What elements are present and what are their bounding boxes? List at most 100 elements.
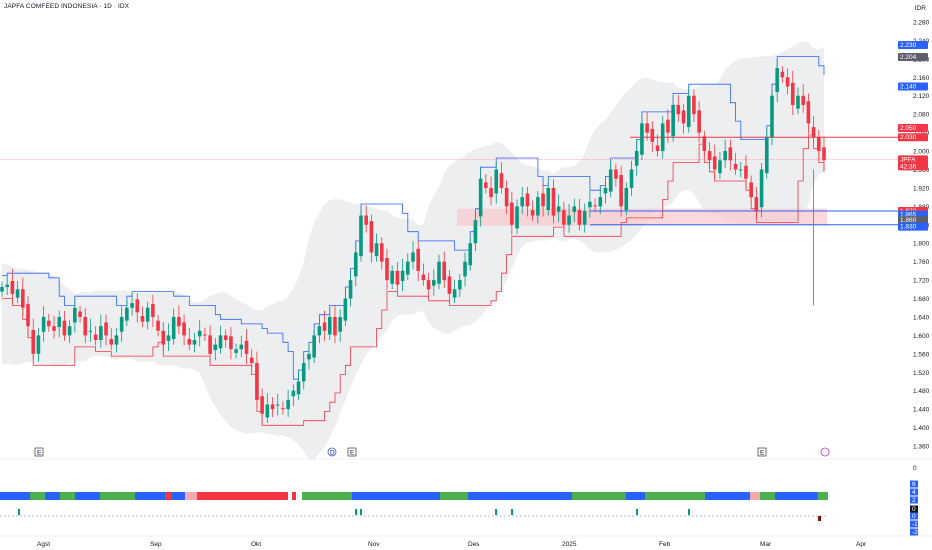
candle-body — [114, 335, 119, 345]
candle-body — [707, 151, 712, 161]
candle-body — [421, 274, 426, 281]
price-badge — [898, 82, 928, 91]
candle-body — [588, 201, 592, 208]
candle-body — [442, 261, 447, 281]
trend-strip-segment — [626, 492, 645, 500]
candle-body — [374, 243, 379, 257]
candle-body — [208, 335, 212, 354]
price-badge-label: 2.030 — [900, 134, 917, 141]
candle-body — [785, 77, 790, 87]
candle-body — [666, 119, 670, 133]
candle-body — [712, 156, 717, 170]
candle-body — [655, 145, 660, 152]
volume-badge — [910, 496, 918, 504]
x-tick-label: Apr — [856, 541, 867, 548]
candle-body — [801, 95, 805, 105]
y-tick-label: 0 — [913, 465, 917, 472]
x-tick-label: Sep — [150, 541, 162, 548]
candle-body — [275, 404, 280, 406]
candle-body — [57, 316, 62, 328]
candle-body — [411, 252, 415, 262]
candle-body — [614, 169, 618, 179]
trend-strip-segment — [197, 492, 288, 500]
y-tick-label: 2.280 — [913, 20, 930, 27]
candle-body — [816, 137, 821, 152]
candle-body — [239, 344, 244, 350]
candle-body — [447, 276, 452, 294]
candle-body — [83, 316, 88, 336]
dividend-bolt-icon — [820, 447, 830, 457]
trend-strip-segment — [760, 492, 775, 500]
x-tick-label: 2025 — [562, 541, 577, 548]
volume-tick-label: 0 — [912, 506, 916, 513]
y-tick-label: 1.800 — [913, 241, 930, 248]
candle-body — [463, 261, 467, 277]
candle-body — [437, 261, 441, 284]
candle-body — [62, 320, 67, 336]
volume-bar — [18, 509, 20, 515]
candle-body — [640, 123, 644, 155]
support-zone-layer — [457, 208, 827, 226]
candle-body — [738, 169, 743, 171]
upper-channel-line — [2, 56, 825, 380]
candle-body — [593, 205, 597, 207]
candle-body — [93, 334, 98, 340]
volume-bar — [511, 509, 513, 515]
candle-body — [749, 182, 753, 198]
candle-body — [161, 330, 166, 345]
candle-body — [619, 175, 623, 207]
volume-tick-label: 4 — [912, 489, 916, 496]
candle-body — [520, 197, 525, 207]
candle-body — [764, 137, 769, 174]
candle-body — [551, 187, 556, 216]
price-badges: 2.2302.2042.1402.0502.030JPFA42:361.8701… — [898, 41, 928, 231]
y-tick-label: 2.160 — [913, 75, 930, 82]
candle-body — [265, 404, 270, 418]
candle-body — [317, 326, 322, 336]
candle-body — [104, 322, 108, 336]
candle-body — [327, 316, 332, 335]
candle-body — [775, 68, 779, 93]
trend-strip-segment — [440, 492, 468, 500]
dividend-label: D — [330, 450, 335, 457]
price-badge — [898, 162, 928, 171]
candle-body — [697, 110, 701, 133]
y-tick-label: 2.120 — [913, 93, 930, 100]
volume-bar — [495, 509, 497, 515]
trend-strip-segment — [645, 492, 705, 500]
trend-strip-segment — [45, 492, 60, 500]
candle-body — [530, 210, 535, 216]
candle-body — [78, 311, 82, 317]
candle-body — [88, 330, 93, 332]
volume-badge — [910, 512, 918, 520]
candle-body — [348, 280, 353, 299]
candle-body — [567, 215, 571, 225]
trend-strip-segment — [468, 492, 572, 500]
candle-body — [281, 408, 285, 410]
trend-strip-segment — [75, 492, 100, 500]
y-tick-label: 1.720 — [913, 278, 930, 285]
y-tick-label: 1.760 — [913, 259, 930, 266]
candle-body — [770, 95, 774, 138]
trend-strip-segment — [292, 492, 296, 500]
candle-body — [629, 169, 634, 188]
price-badge-label: 2.230 — [900, 42, 917, 49]
candle-body — [723, 151, 727, 161]
trend-strip-segment — [0, 492, 30, 500]
trend-strip-segment — [705, 492, 750, 500]
candle-body — [577, 210, 582, 225]
candles-layer — [0, 58, 826, 424]
volume-badge — [910, 528, 918, 536]
candle-body — [260, 396, 264, 414]
trend-strip-segment — [165, 492, 172, 500]
y-tick-label: 1.520 — [913, 370, 930, 377]
candle-body — [385, 257, 389, 281]
candle-body — [301, 363, 306, 382]
price-badge-label: 2.140 — [900, 84, 917, 91]
candle-body — [26, 304, 30, 327]
candle-body — [759, 169, 764, 208]
candle-body — [364, 215, 368, 225]
earnings-label: E — [37, 450, 42, 457]
candle-body — [5, 284, 10, 287]
